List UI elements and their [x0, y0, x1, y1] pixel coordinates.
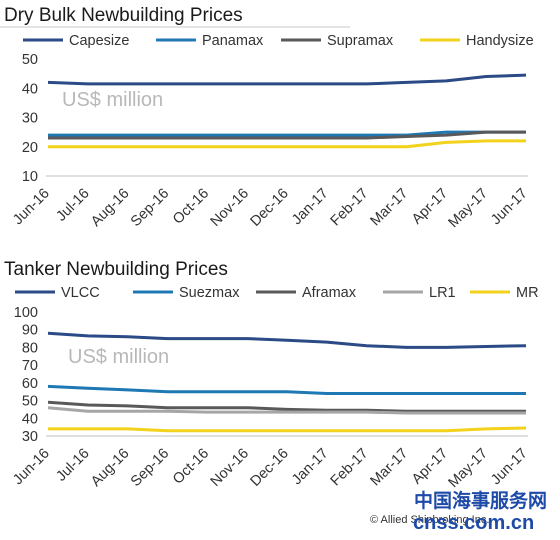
y-tick-label: 100 — [14, 305, 38, 321]
series-line-vlcc — [47, 331, 527, 349]
x-tick-label: Jun-17 — [488, 186, 531, 229]
tanker-legend: VLCC Suezmax Aframax LR1 MR — [15, 285, 539, 301]
y-tick-label: 60 — [22, 376, 38, 392]
legend-label-supramax: Supramax — [327, 33, 394, 49]
y-tick-label: 90 — [22, 323, 38, 339]
x-tick-label: Feb-17 — [328, 446, 372, 490]
legend-label-aframax: Aframax — [302, 285, 357, 301]
y-tick-label: 80 — [22, 340, 38, 356]
x-tick-label: Aug-16 — [88, 446, 132, 490]
dry-bulk-chart: Dry Bulk Newbuilding Prices Capesize Pana… — [0, 5, 534, 231]
x-tick-label: Jan-17 — [289, 186, 332, 229]
x-tick-label: Sep-16 — [128, 446, 172, 490]
series-line-mr — [48, 426, 527, 433]
series-line-supramax — [48, 130, 526, 140]
x-tick-label: Oct-16 — [170, 446, 212, 488]
series-line-handysize — [48, 139, 526, 149]
series-line-lr1 — [47, 406, 526, 415]
series-line-capesize — [47, 73, 527, 86]
y-tick-label: 20 — [22, 140, 38, 156]
dry-bulk-legend: Capesize Panamax Supramax Handysize — [23, 33, 534, 49]
y-tick-label: 70 — [22, 358, 38, 374]
legend-label-panamax: Panamax — [202, 33, 264, 49]
x-tick-label: Jul-16 — [53, 446, 92, 485]
legend-label-capesize: Capesize — [69, 33, 129, 49]
legend-label-mr: MR — [516, 285, 539, 301]
y-tick-label: 40 — [22, 81, 38, 97]
watermark-chinese: 中国海事服务网 — [414, 489, 547, 512]
x-tick-label: Jan-17 — [289, 446, 332, 489]
legend-label-suezmax: Suezmax — [179, 285, 240, 301]
x-tick-label: Jun-17 — [488, 446, 531, 489]
x-tick-label: Sep-16 — [128, 186, 172, 230]
tanker-title: Tanker Newbuilding Prices — [4, 259, 228, 280]
x-tick-label: Jun-16 — [10, 186, 53, 229]
x-tick-label: Mar-17 — [368, 446, 412, 490]
y-tick-label: 10 — [22, 169, 38, 185]
legend-label-vlcc: VLCC — [61, 285, 100, 301]
dry-bulk-series — [47, 73, 527, 149]
x-tick-label: May-17 — [445, 446, 491, 492]
y-tick-label: 30 — [22, 429, 38, 445]
x-tick-label: Aug-16 — [88, 186, 132, 230]
series-line-suezmax — [47, 384, 526, 395]
dry-bulk-unit-label: US$ million — [62, 89, 163, 111]
series-line-panamax — [48, 130, 526, 137]
x-tick-label: Oct-16 — [170, 186, 212, 228]
y-tick-label: 50 — [22, 52, 38, 68]
tanker-unit-label: US$ million — [68, 346, 169, 368]
x-tick-label: Dec-16 — [247, 186, 291, 230]
dry-bulk-title: Dry Bulk Newbuilding Prices — [4, 5, 243, 26]
tanker-series — [47, 331, 527, 433]
x-tick-label: Feb-17 — [328, 186, 372, 230]
x-tick-label: Apr-17 — [409, 446, 451, 488]
x-tick-label: Nov-16 — [208, 446, 252, 490]
x-tick-label: Apr-17 — [409, 186, 451, 228]
x-tick-label: Jul-16 — [53, 186, 92, 225]
series-line-aframax — [47, 400, 526, 413]
x-tick-label: Nov-16 — [208, 186, 252, 230]
legend-label-lr1: LR1 — [429, 285, 456, 301]
x-tick-label: May-17 — [445, 186, 491, 232]
tanker-chart: Tanker Newbuilding Prices VLCC Suezmax Afr… — [4, 259, 539, 491]
y-tick-label: 50 — [22, 394, 38, 410]
y-tick-label: 40 — [22, 411, 38, 427]
x-tick-label: Mar-17 — [368, 186, 412, 230]
x-tick-label: Dec-16 — [247, 446, 291, 490]
legend-label-handysize: Handysize — [466, 33, 534, 49]
copyright-text: © Allied Shipbroking Inc. — [370, 514, 489, 526]
watermark: 中国海事服务网 © Allied Shipbroking Inc. cnss.c… — [370, 489, 547, 534]
y-tick-label: 30 — [22, 111, 38, 127]
watermark-english: cnss.com.cn — [413, 512, 534, 534]
x-tick-label: Jun-16 — [10, 446, 53, 489]
